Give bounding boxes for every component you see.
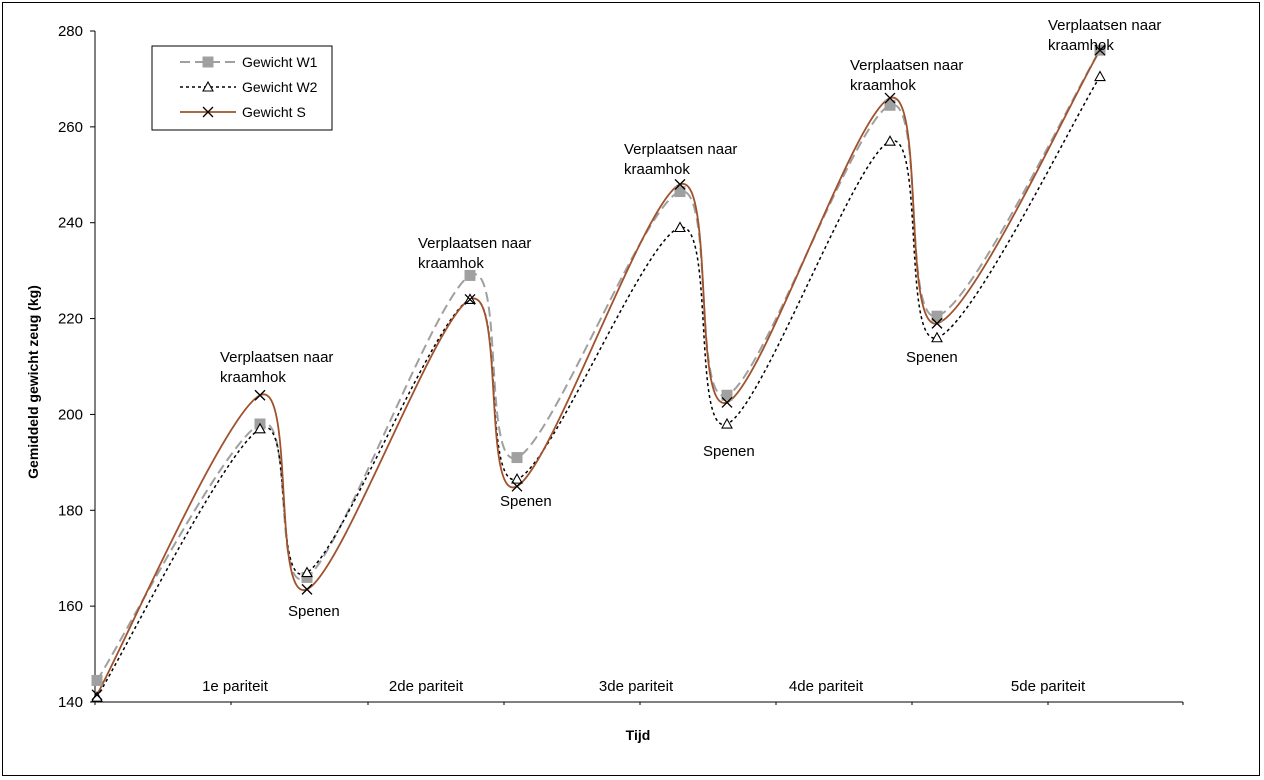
marker-stroke [464, 293, 476, 305]
data-point [884, 135, 896, 146]
data-point [511, 472, 523, 484]
data-point [91, 674, 103, 686]
parity-label: 1e pariteit [202, 678, 269, 695]
legend-marker [202, 56, 214, 68]
data-point [254, 389, 266, 401]
y-tick-label: 260 [58, 119, 83, 136]
data-point [511, 480, 523, 492]
annotation-line2: kraamhok [1048, 37, 1114, 54]
data-point [91, 689, 103, 701]
data-point [301, 566, 313, 578]
series-line-2 [96, 76, 1101, 698]
data-point [884, 99, 896, 111]
data-point [1094, 44, 1106, 56]
data-point [674, 178, 686, 190]
data-point [464, 293, 476, 305]
x-axis-title: Tijd [626, 727, 651, 743]
legend-box [151, 45, 333, 131]
annotation-line2: kraamhok [220, 369, 286, 386]
data-point [254, 422, 266, 434]
y-tick-label: 180 [58, 502, 83, 519]
marker-stroke [1094, 44, 1106, 56]
series-line-3 [96, 49, 1101, 696]
marker-stroke [301, 583, 313, 595]
y-tick-label: 220 [58, 311, 83, 328]
annotation-line2: kraamhok [624, 161, 690, 178]
data-point [674, 221, 686, 233]
marker-stroke [202, 106, 214, 118]
y-axis-title: Gemiddeld gewicht zeug (kg) [25, 285, 41, 479]
annotation-line1: Spenen [288, 603, 340, 620]
series-layer [91, 44, 1106, 702]
annotation-line1: Verplaatsen naar [850, 57, 963, 74]
y-tick-label: 240 [58, 215, 83, 232]
data-point [301, 583, 313, 595]
data-point [931, 317, 943, 329]
data-point [674, 186, 686, 198]
data-point [464, 269, 476, 281]
parity-label: 2de pariteit [389, 678, 464, 695]
legend-entry: Gewicht S [242, 104, 306, 120]
parity-label: 4de pariteit [789, 678, 864, 695]
legend-entry: Gewicht W2 [242, 79, 318, 95]
axes: 140 160 180 200 220 240 260 280 1e pariteit 2de p… [58, 23, 1184, 711]
marker-stroke [884, 92, 896, 104]
annotation-line1: Verplaatsen naar [418, 235, 531, 252]
annotation-line2: kraamhok [418, 255, 484, 272]
marker-stroke [674, 178, 686, 190]
data-point [721, 417, 733, 429]
legend-entry: Gewicht W1 [242, 54, 318, 70]
legend-marker [202, 80, 214, 92]
data-point [1094, 70, 1106, 82]
annotation-line1: Verplaatsen naar [1048, 17, 1161, 34]
data-point [884, 92, 896, 104]
annotation-line2: kraamhok [850, 77, 916, 94]
data-point [721, 389, 733, 401]
marker-stroke [91, 689, 103, 701]
data-point [931, 310, 943, 322]
annotation-line1: Spenen [906, 349, 958, 366]
y-tick-label: 280 [58, 23, 83, 40]
parity-label: 3de pariteit [599, 678, 674, 695]
annotation-line1: Verplaatsen naar [624, 141, 737, 158]
annotation-layer: Verplaatsen naar kraamhok Spenen Verplaatse… [220, 17, 1161, 620]
data-point [91, 691, 103, 702]
y-tick-label: 200 [58, 406, 83, 423]
data-point [931, 331, 943, 343]
marker-stroke [511, 480, 523, 492]
annotation-line1: Verplaatsen naar [220, 349, 333, 366]
marker-stroke [931, 317, 943, 329]
y-tick-label: 140 [58, 694, 83, 711]
legend: Gewicht W1 Gewicht W2 Gewicht S [151, 45, 333, 131]
marker-stroke [254, 389, 266, 401]
annotation-line1: Spenen [500, 493, 552, 510]
marker-stroke [721, 396, 733, 408]
y-tick-label: 160 [58, 598, 83, 615]
parity-label: 5de pariteit [1011, 678, 1086, 695]
legend-marker [202, 106, 214, 118]
data-point [511, 452, 523, 464]
annotation-line1: Spenen [703, 443, 755, 460]
data-point [721, 396, 733, 408]
